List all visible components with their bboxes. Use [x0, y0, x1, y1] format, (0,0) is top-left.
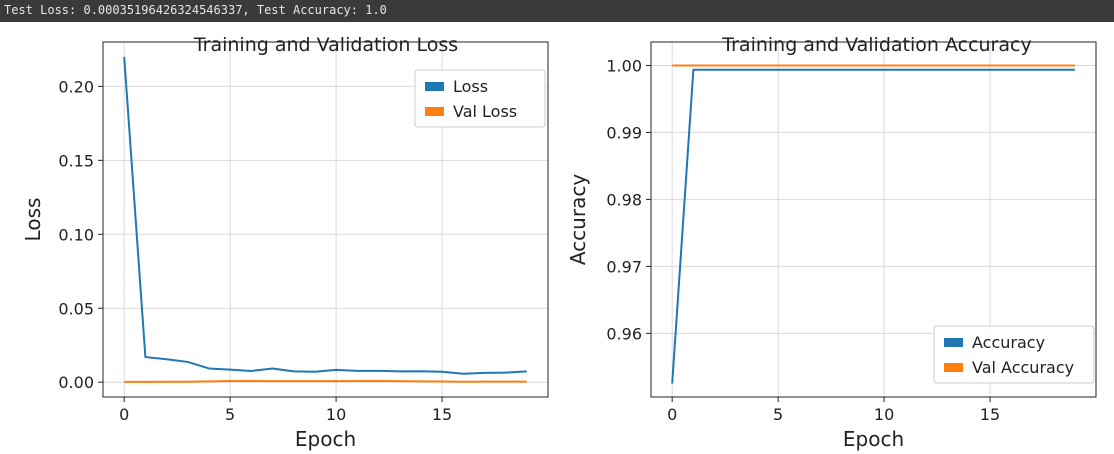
x-tick-label: 0: [119, 405, 129, 424]
chart-panel-2: 0 5 10 15 0.96 0.97 0.98 0.99 1.00 Training and V…: [566, 34, 1097, 451]
legend-swatch: [425, 107, 444, 116]
legend: Accuracy Val Accuracy: [933, 325, 1095, 384]
legend-label: Accuracy: [972, 333, 1045, 352]
y-tick-label: 0.99: [606, 123, 642, 142]
x-tick-label: 5: [225, 405, 235, 424]
y-tick-label: 0.05: [58, 299, 94, 318]
chart-title: Training and Validation Loss: [193, 34, 458, 56]
legend-label: Loss: [453, 77, 488, 96]
y-tick-label: 0.10: [58, 225, 94, 244]
legend-swatch: [944, 363, 963, 372]
legend-label: Val Loss: [453, 102, 517, 121]
x-tick-label: 10: [326, 405, 346, 424]
legend-label: Val Accuracy: [972, 358, 1074, 377]
y-axis-label: Loss: [21, 198, 45, 242]
chart-panel-1: 0 5 10 15 0.00 0.05 0.10 0.15 0.20 Training and V…: [21, 34, 549, 451]
y-tick-label: 0.96: [606, 324, 642, 343]
chart-title: Training and Validation Accuracy: [721, 34, 1031, 56]
y-tick-label: 0.97: [606, 257, 642, 276]
legend-box: [414, 69, 546, 128]
y-tick-label: 0.98: [606, 190, 642, 209]
y-tick-label: 0.20: [58, 77, 94, 96]
legend-box: [933, 325, 1095, 384]
console-output-text: Test Loss: 0.00035196426324546337, Test …: [4, 3, 387, 17]
series-line-val-loss: [124, 380, 527, 383]
series-line-accuracy: [671, 68, 1075, 384]
legend-swatch: [425, 82, 444, 91]
x-tick-label: 15: [980, 405, 1000, 424]
plot-frame: [102, 41, 549, 398]
plot-frame: [650, 41, 1097, 398]
y-tick-label: 0.00: [58, 373, 94, 392]
y-axis-label: Accuracy: [566, 174, 590, 265]
legend: Loss Val Loss: [414, 69, 546, 128]
x-tick-label: 10: [874, 405, 894, 424]
x-tick-label: 15: [432, 405, 452, 424]
legend-swatch: [944, 338, 963, 347]
y-tick-label: 0.15: [58, 151, 94, 170]
x-axis-label: Epoch: [295, 427, 356, 451]
x-tick-label: 0: [667, 405, 677, 424]
y-tick-label: 1.00: [606, 56, 642, 75]
console-output-bar: Test Loss: 0.00035196426324546337, Test …: [0, 0, 1114, 22]
series-line-loss: [123, 56, 527, 375]
x-axis-label: Epoch: [843, 427, 904, 451]
x-tick-label: 5: [773, 405, 783, 424]
